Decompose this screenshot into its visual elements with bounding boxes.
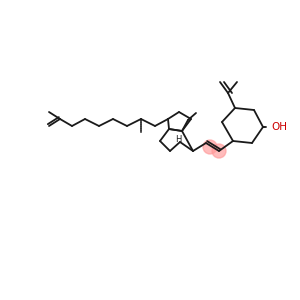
Text: OH: OH	[271, 122, 287, 132]
Circle shape	[203, 140, 217, 154]
Text: H: H	[175, 134, 181, 143]
Circle shape	[212, 144, 226, 158]
